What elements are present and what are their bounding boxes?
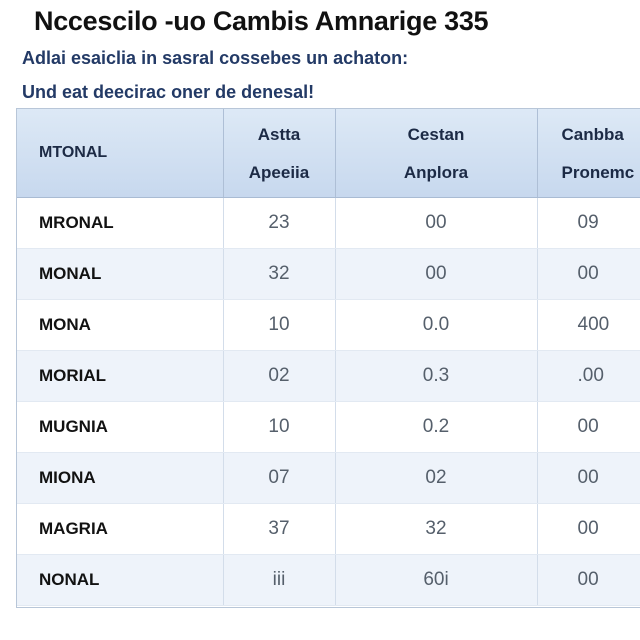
subtitle-line-2: Und eat deecirac oner de denesal! xyxy=(22,82,315,102)
value-cell: 32 xyxy=(335,503,538,555)
column-header-2-line1: Cestan xyxy=(407,124,465,144)
value-cell: 00 xyxy=(335,197,538,249)
column-header-1-line2: Apeeiia xyxy=(248,162,310,182)
row-name-cell: MIONA xyxy=(17,452,224,504)
page-title: Nccescilo -uo Cambis Amnarige 335 xyxy=(34,6,489,36)
table-row: MAGRIA 37 32 00 xyxy=(17,503,640,555)
value-cell: 23 xyxy=(223,197,336,249)
value-cell: 37 xyxy=(223,503,336,555)
row-name-cell: MAGRIA xyxy=(17,503,224,555)
value-cell: 10 xyxy=(223,401,336,453)
row-name-cell: NONAL xyxy=(17,554,224,606)
table-row: NONAL iii 60i 00 xyxy=(17,554,640,606)
value-cell: 0.0 xyxy=(335,299,538,351)
column-header-3-line1: Canbba xyxy=(561,124,624,144)
table-header-row: MTONAL Astta Apeeiia Cestan Anplora Canb xyxy=(17,109,640,198)
table-row: MONAL 32 00 00 xyxy=(17,248,640,300)
value-cell: 00 xyxy=(537,554,640,606)
value-cell: 0.3 xyxy=(335,350,538,402)
value-cell: 400 xyxy=(537,299,640,351)
table-row: MIONA 07 02 00 xyxy=(17,452,640,504)
column-header-name: MTONAL xyxy=(17,109,224,198)
value-cell: 02 xyxy=(223,350,336,402)
value-cell: 00 xyxy=(537,248,640,300)
table-row: MUGNIA 10 0.2 00 xyxy=(17,401,640,453)
column-header-1: Astta Apeeiia xyxy=(223,109,336,198)
value-cell: 09 xyxy=(537,197,640,249)
column-header-2-line2: Anplora xyxy=(403,162,469,182)
value-cell: 10 xyxy=(223,299,336,351)
column-header-3: Canbba Pronemc xyxy=(537,109,640,198)
value-cell: .00 xyxy=(537,350,640,402)
value-cell: 0.2 xyxy=(335,401,538,453)
row-name-cell: MRONAL xyxy=(17,197,224,249)
table-row: MORIAL 02 0.3 .00 xyxy=(17,350,640,402)
row-name-cell: MONAL xyxy=(17,248,224,300)
value-cell: 02 xyxy=(335,452,538,504)
column-header-3-line2: Pronemc xyxy=(561,162,635,182)
value-cell: iii xyxy=(223,554,336,606)
value-cell: 00 xyxy=(537,503,640,555)
subtitle-line-1: Adlai esaiclia in sasral cossebes un ach… xyxy=(22,48,409,68)
value-cell: 00 xyxy=(335,248,538,300)
column-header-1-line1: Astta xyxy=(257,124,301,144)
value-cell: 60i xyxy=(335,554,538,606)
value-cell: 00 xyxy=(537,401,640,453)
table-row: MONA 10 0.0 400 xyxy=(17,299,640,351)
value-cell: 32 xyxy=(223,248,336,300)
row-name-cell: MONA xyxy=(17,299,224,351)
row-name-cell: MUGNIA xyxy=(17,401,224,453)
column-header-2: Cestan Anplora xyxy=(335,109,538,198)
table-row: MRONAL 23 00 09 xyxy=(17,197,640,249)
row-name-cell: MORIAL xyxy=(17,350,224,402)
data-table-container: MTONAL Astta Apeeiia Cestan Anplora Canb xyxy=(16,108,640,608)
value-cell: 00 xyxy=(537,452,640,504)
data-table: MTONAL Astta Apeeiia Cestan Anplora Canb xyxy=(17,109,640,606)
value-cell: 07 xyxy=(223,452,336,504)
